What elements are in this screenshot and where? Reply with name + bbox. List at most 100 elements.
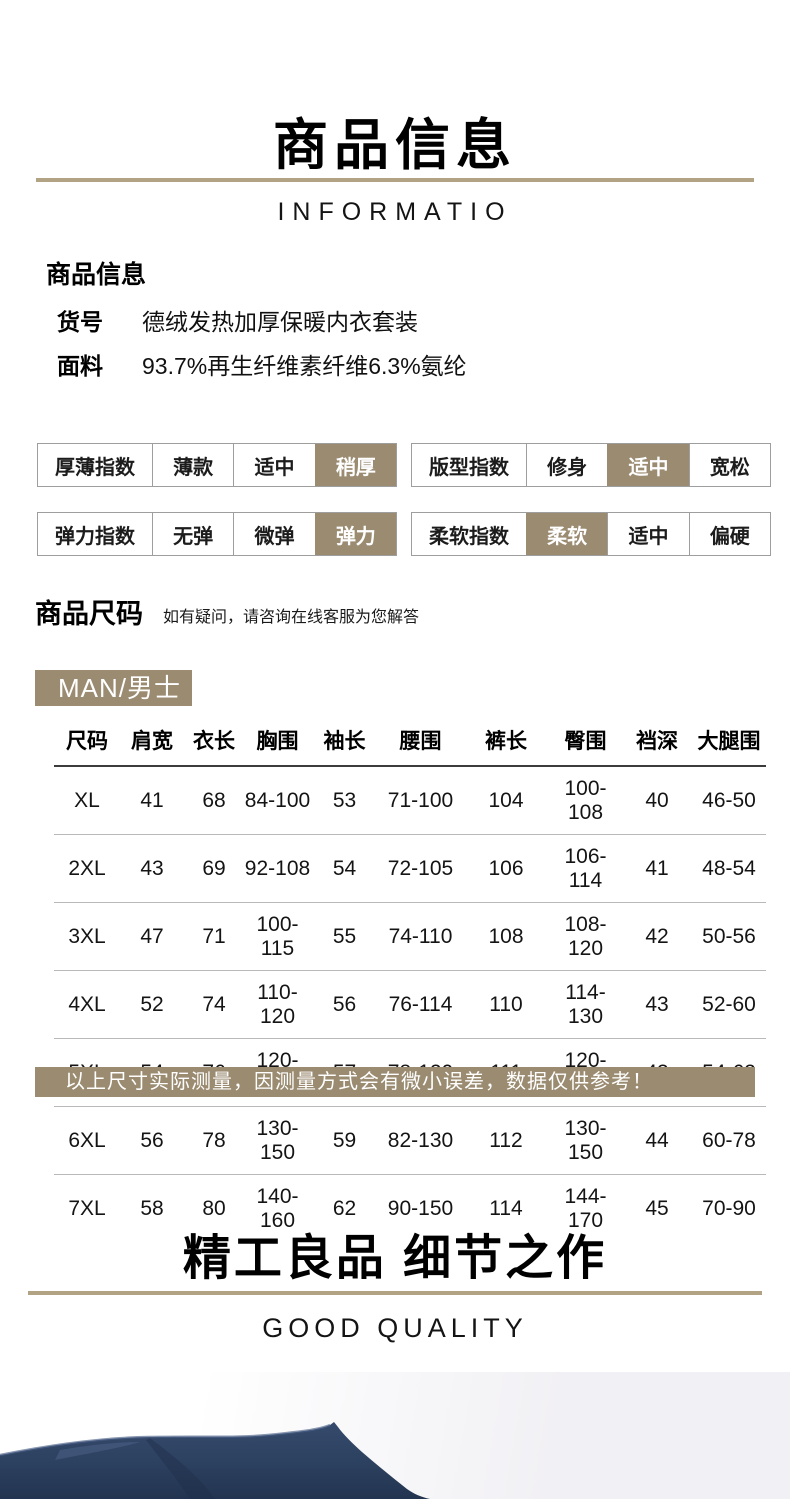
size-table-cell: 72-105: [378, 834, 463, 903]
size-table-cell: 130-150: [549, 1106, 622, 1175]
size-table-cell: 80: [202, 1197, 226, 1220]
size-table-cell: 106: [463, 834, 549, 903]
size-table-cell: 82-130: [378, 1106, 463, 1175]
product-info-row: 面料 93.7%再生纤维素纤维6.3%氨纶: [57, 347, 467, 381]
size-table-cell: 59: [311, 1106, 378, 1175]
size-table-cell: 104: [463, 766, 549, 835]
index-table-label: 厚薄指数: [55, 456, 135, 479]
item-number-value: 德绒发热加厚保暖内衣套装: [142, 309, 418, 335]
index-table-thickness: 厚薄指数 薄款 适中 稍厚: [37, 443, 397, 487]
size-table-row: 6XL 56 78 130-150 59 82-130 112 130-150 44 60-78: [54, 1106, 766, 1175]
size-table-cell: 108-120: [549, 902, 622, 971]
size-table-cell: 45: [645, 1197, 669, 1220]
product-info-row: 货号 德绒发热加厚保暖内衣套装: [57, 303, 418, 337]
size-table-cell: 55: [311, 902, 378, 971]
size-table-header-cell: 尺码: [54, 718, 120, 767]
size-table-cell: 70-90: [702, 1197, 756, 1220]
fabric-photo: [0, 1372, 790, 1499]
item-number-label: 货号: [57, 309, 103, 335]
index-table-fit: 版型指数 修身 适中 宽松: [411, 443, 771, 487]
size-table-cell: 78: [184, 1106, 244, 1175]
men-size-badge: MAN/男士: [35, 670, 192, 706]
size-table-cell: 60-78: [692, 1106, 766, 1175]
index-table-option: 无弹: [152, 513, 233, 555]
size-table-cell: 84-100: [244, 766, 311, 835]
size-table-row: 7XL 58 80 140-160 62 90-150 114 144-170 45 70-90: [54, 1175, 766, 1243]
size-table-cell: 58: [140, 1197, 164, 1220]
size-table-cell: 114: [489, 1197, 523, 1220]
index-table-option: 偏硬: [688, 513, 770, 555]
size-table-cell: 40: [622, 766, 692, 835]
size-table-header-cell: 袖长: [311, 718, 378, 767]
size-table-cell: 41: [120, 766, 184, 835]
size-table-cell: 44: [622, 1106, 692, 1175]
size-table-cell: 4XL: [54, 970, 120, 1039]
size-table-head-row: 尺码 肩宽 衣长 胸围 袖长 腰围 裤长 臀围 裆深 大腿围: [54, 718, 766, 767]
size-table-cell: 46-50: [692, 766, 766, 835]
size-table-cell: 42: [622, 902, 692, 971]
index-table-option: 弹力: [314, 513, 396, 555]
index-table-option: 适中: [607, 513, 688, 555]
size-table-cell: 106-114: [549, 834, 622, 903]
index-table-elasticity: 弹力指数 无弹 微弹 弹力: [37, 512, 397, 556]
size-table-header-cell: 肩宽: [120, 718, 184, 767]
size-table-cell: 7XL: [68, 1197, 106, 1220]
index-table-option: 柔软: [526, 513, 608, 555]
size-table-cell: 47: [120, 902, 184, 971]
size-table-cell: 92-108: [244, 834, 311, 903]
size-table-cell: 130-150: [244, 1106, 311, 1175]
product-info-heading: 商品信息: [46, 261, 147, 289]
size-table-header-cell: 裆深: [622, 718, 692, 767]
size-section-heading: 商品尺码: [35, 599, 143, 629]
index-table-label: 弹力指数: [55, 525, 135, 548]
size-table-row: 3XL 47 71 100-115 55 74-110 108 108-120 42 50-56: [54, 902, 766, 971]
size-table-cell: 52-60: [692, 970, 766, 1039]
size-table-body: XL 41 68 84-100 53 71-100 104 100-108 40 46-50 2XL…: [54, 766, 766, 1242]
size-table-cell: 6XL: [54, 1106, 120, 1175]
index-table-option: 稍厚: [314, 444, 396, 486]
size-table-header-cell: 胸围: [244, 718, 311, 767]
size-table-row: 2XL 43 69 92-108 54 72-105 106 106-114 41 48-54: [54, 834, 766, 903]
size-table-cell: 50-56: [692, 902, 766, 971]
size-table-cell: 69: [184, 834, 244, 903]
size-table-cell: 48-54: [692, 834, 766, 903]
size-table-cell: 112: [463, 1106, 549, 1175]
size-table-cell: 110: [463, 970, 549, 1039]
size-table-cell: 76-114: [378, 970, 463, 1039]
page-title: 商品信息: [272, 114, 517, 176]
index-table-option: 宽松: [688, 444, 770, 486]
size-table-row: XL 41 68 84-100 53 71-100 104 100-108 40 46-50: [54, 766, 766, 835]
size-table-header-cell: 衣长: [184, 718, 244, 767]
fabric-label: 面料: [57, 353, 103, 379]
size-table-cell: 71-100: [378, 766, 463, 835]
size-table-cell: 43: [622, 970, 692, 1039]
size-table-cell: 54: [311, 834, 378, 903]
navy-fabric-shape: [0, 1422, 430, 1499]
size-table-cell: 144-170: [564, 1185, 607, 1232]
size-table-header-cell: 大腿围: [692, 718, 766, 767]
index-table-softness: 柔软指数 柔软 适中 偏硬: [411, 512, 771, 556]
size-table: 尺码 肩宽 衣长 胸围 袖长 腰围 裤长 臀围 裆深 大腿围 XL 41 68 84-100 53 71-1…: [54, 718, 766, 1242]
size-table-cell: 62: [332, 1197, 357, 1220]
index-table-label: 版型指数: [429, 456, 509, 479]
size-table-cell: 56: [311, 970, 378, 1039]
size-table-header-cell: 裤长: [463, 718, 549, 767]
size-table-cell: 110-120: [244, 970, 311, 1039]
header-subtitle: INFORMATIO: [277, 198, 513, 226]
fabric-value: 93.7%再生纤维素纤维6.3%氨纶: [142, 353, 467, 379]
measurement-disclaimer: 以上尺寸实际测量，因测量方式会有微小误差，数据仅供参考！: [35, 1067, 755, 1097]
size-table-cell: 100-108: [549, 766, 622, 835]
size-table-header-cell: 臀围: [549, 718, 622, 767]
size-table-cell: 68: [184, 766, 244, 835]
index-table-option: 薄款: [152, 444, 233, 486]
size-table-header-cell: 腰围: [378, 718, 463, 767]
size-table-cell: 53: [311, 766, 378, 835]
quality-divider: [28, 1291, 762, 1295]
size-table-cell: 140-160: [256, 1185, 299, 1232]
size-table-cell: 74-110: [378, 902, 463, 971]
index-table-option: 适中: [233, 444, 314, 486]
size-table-cell: 3XL: [54, 902, 120, 971]
size-table-cell: 43: [120, 834, 184, 903]
index-table-label: 柔软指数: [429, 525, 509, 548]
